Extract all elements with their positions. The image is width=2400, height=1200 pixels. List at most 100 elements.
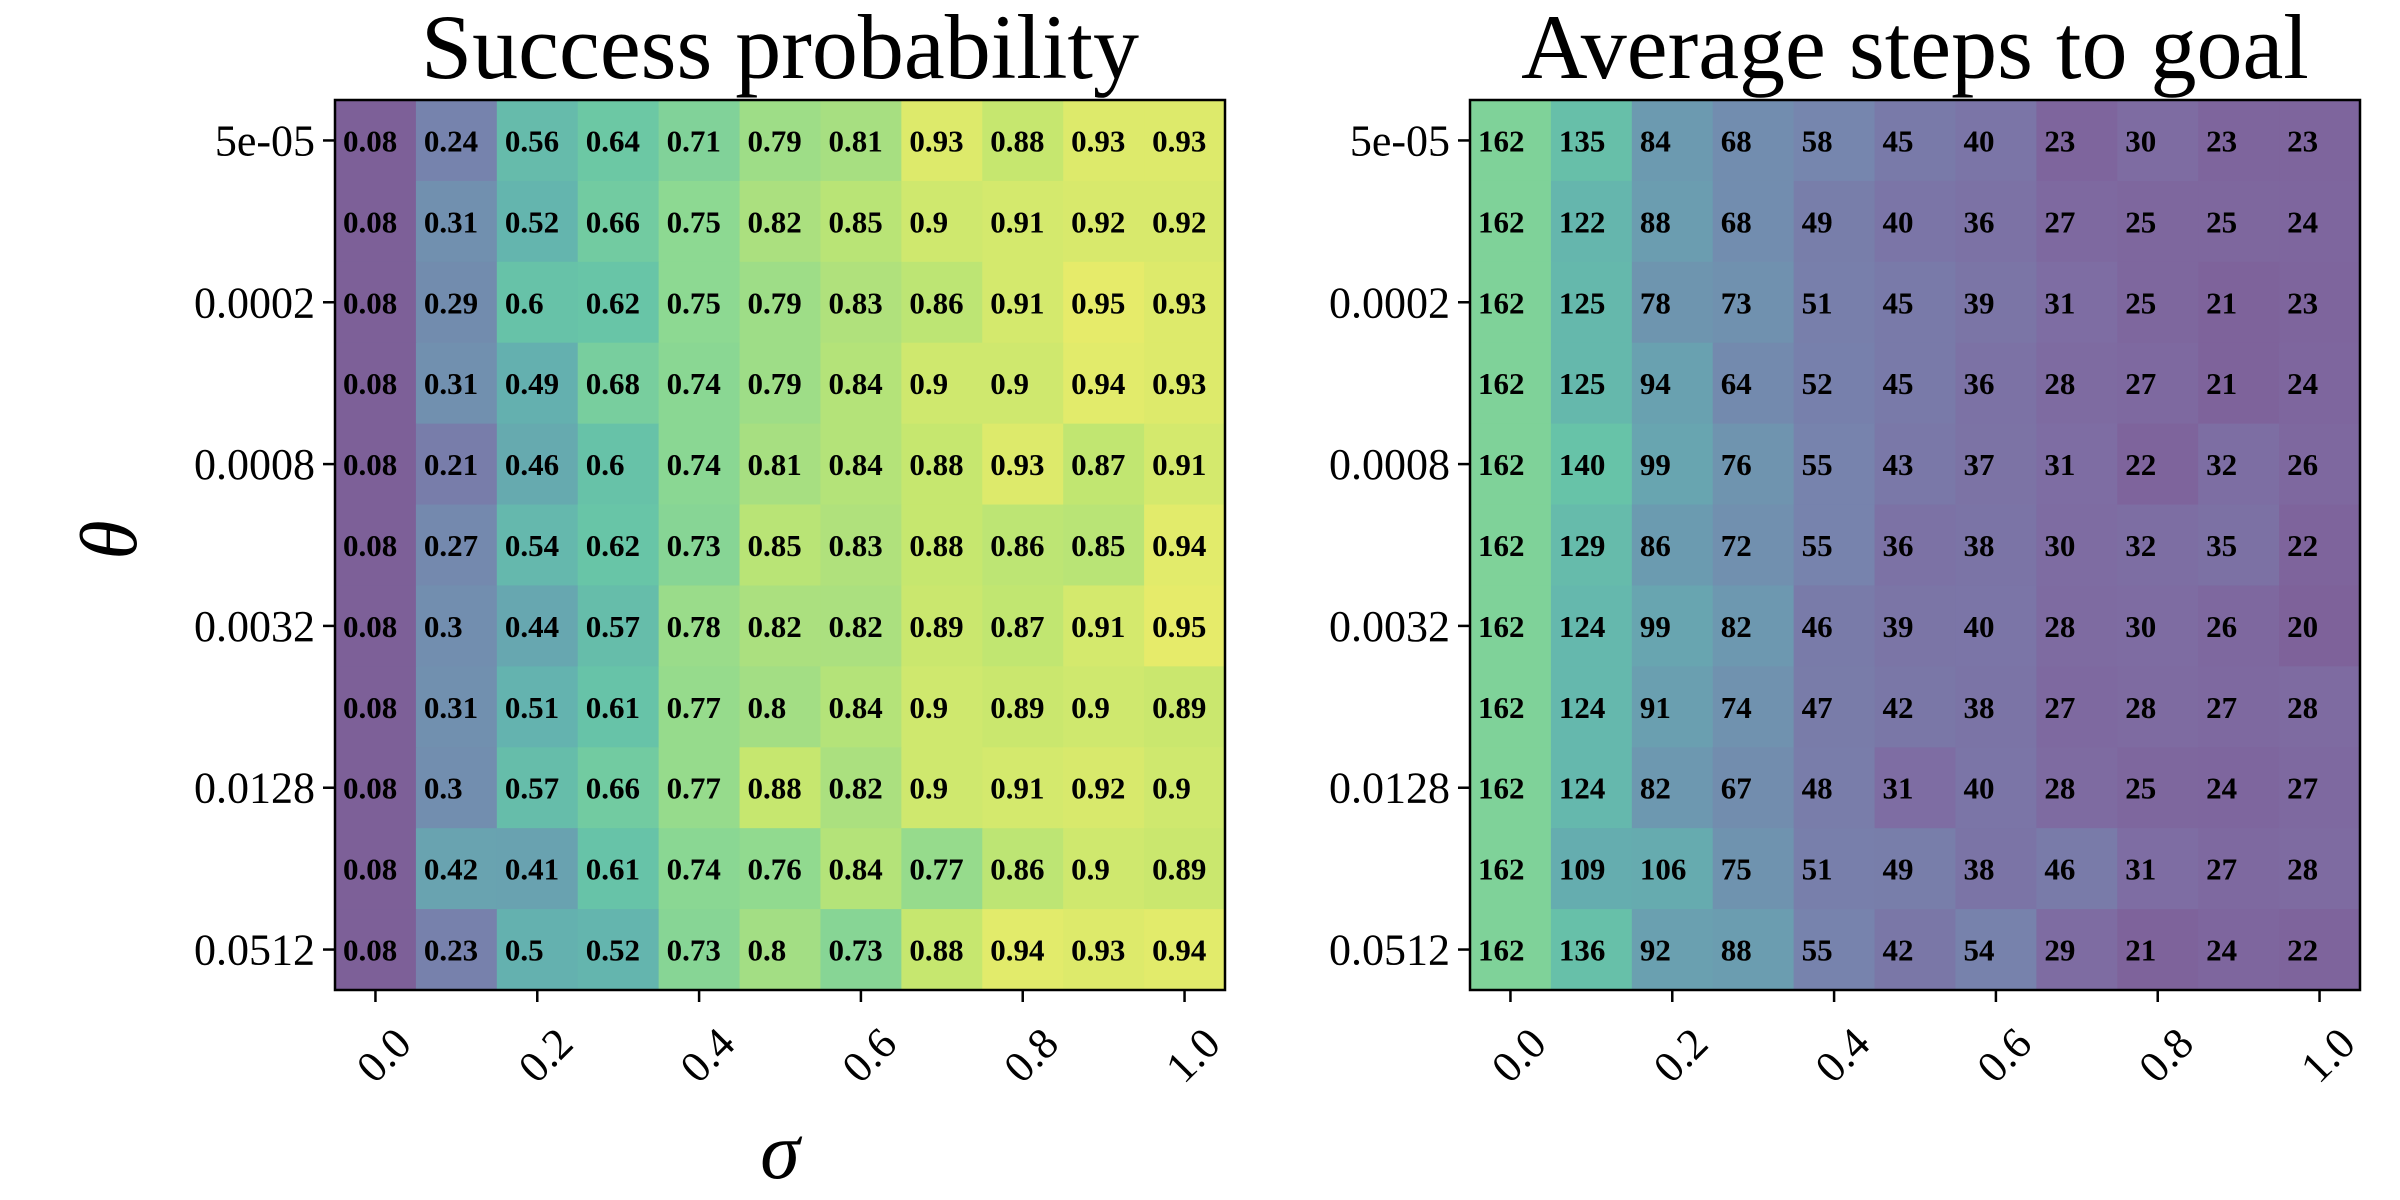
cell-value-label: 40 — [1883, 204, 1914, 239]
heatmap-cell — [982, 747, 1064, 829]
heatmap-cell — [2198, 342, 2280, 425]
heatmap-cell — [1793, 423, 1876, 506]
heatmap-cell — [1955, 100, 2037, 182]
cell-value-label: 162 — [1478, 852, 1525, 887]
heatmap-cell — [2117, 100, 2199, 182]
heatmap-cell — [1550, 261, 1633, 344]
heatmap-cell — [1631, 180, 1714, 263]
cell-value-label: 58 — [1802, 123, 1833, 158]
cell-value-label: 25 — [2206, 204, 2237, 239]
cell-value-label: 28 — [2044, 609, 2075, 644]
cell-value-label: 86 — [1640, 528, 1671, 563]
heatmap-cell — [335, 423, 417, 506]
heatmap-cell — [2117, 585, 2199, 667]
cell-value-label: 75 — [1721, 852, 1752, 887]
cell-value-label: 0.93 — [1152, 285, 1206, 320]
heatmap-cell — [658, 100, 741, 182]
cell-value-label: 0.08 — [343, 447, 397, 482]
cell-value-label: 49 — [1883, 852, 1914, 887]
cell-value-label: 40 — [1963, 609, 1994, 644]
heatmap-cell — [577, 100, 660, 182]
cell-value-label: 39 — [1963, 285, 1994, 320]
cell-value-label: 0.81 — [748, 447, 802, 482]
heatmap-cell — [1470, 666, 1552, 748]
cell-value-label: 0.08 — [343, 933, 397, 968]
cell-value-label: 0.82 — [748, 609, 802, 644]
heatmap-cell — [2117, 909, 2199, 991]
heatmap-cell — [1144, 342, 1226, 425]
cell-value-label: 0.94 — [1152, 528, 1206, 563]
cell-value-label: 0.85 — [828, 204, 882, 239]
cell-value-label: 0.91 — [1152, 447, 1206, 482]
heatmap-cell — [1874, 423, 1957, 506]
heatmap-cell — [901, 100, 983, 182]
cell-value-label: 28 — [2044, 366, 2075, 401]
y-axis-ticks: 5e-05 0.0002 0.0008 0.0032 0.0128 0.0512 — [194, 116, 335, 975]
cell-value-label: 0.9 — [909, 204, 948, 239]
cell-value-label: 55 — [1802, 933, 1833, 968]
heatmap-cell — [415, 504, 498, 587]
cell-value-label: 0.89 — [1152, 690, 1206, 725]
x-tick-label: 0.8 — [2129, 1018, 2203, 1092]
heatmap-cell — [901, 747, 983, 829]
cell-value-label: 0.94 — [990, 933, 1044, 968]
cell-value-label: 122 — [1559, 204, 1606, 239]
cell-value-label: 67 — [1721, 771, 1752, 806]
cell-value-label: 38 — [1963, 690, 1994, 725]
heatmap-cell — [577, 423, 660, 506]
heatmap-cell — [415, 666, 498, 748]
heatmap-cell — [1470, 423, 1552, 506]
heatmap-cell — [1712, 423, 1795, 506]
heatmap-cell — [1955, 828, 2037, 910]
heatmap-cell — [1874, 828, 1957, 910]
heatmap-cell — [577, 747, 660, 829]
heatmap-cell — [1793, 666, 1876, 748]
heatmap-cell — [2036, 180, 2118, 263]
cell-value-label: 40 — [1963, 771, 1994, 806]
heatmap-cell — [1793, 342, 1876, 425]
cell-value-label: 28 — [2044, 771, 2075, 806]
heatmap-cell — [1874, 909, 1957, 991]
cell-value-label: 0.29 — [424, 285, 478, 320]
x-tick-label: 1.0 — [2291, 1018, 2365, 1092]
x-tick-label: 0.4 — [1806, 1018, 1880, 1092]
cell-value-label: 162 — [1478, 204, 1525, 239]
heatmap-cell — [739, 585, 822, 667]
heatmap-cell — [415, 180, 498, 263]
heatmap-cell — [1063, 261, 1145, 344]
cell-value-label: 25 — [2125, 285, 2156, 320]
heatmap-cell — [1631, 666, 1714, 748]
cell-value-label: 0.21 — [424, 447, 478, 482]
cell-value-label: 0.08 — [343, 285, 397, 320]
heatmap-cell — [1144, 909, 1226, 991]
cell-value-label: 0.74 — [667, 447, 721, 482]
heatmap-cell — [1955, 180, 2037, 263]
heatmap-cell — [901, 666, 983, 748]
heatmap-cell — [415, 423, 498, 506]
cell-value-label: 39 — [1883, 609, 1914, 644]
heatmap-cell — [1550, 180, 1633, 263]
cell-value-label: 0.82 — [828, 609, 882, 644]
x-tick-label: 0.2 — [1644, 1018, 1718, 1092]
heatmap-cell — [1712, 909, 1795, 991]
heatmap-cell — [901, 342, 983, 425]
y-tick-label: 0.0002 — [194, 278, 315, 327]
cell-value-label: 162 — [1478, 690, 1525, 725]
x-tick-label: 0.0 — [1482, 1018, 1556, 1092]
cell-value-label: 0.73 — [667, 528, 721, 563]
cell-value-label: 0.86 — [909, 285, 963, 320]
x-tick-label: 1.0 — [1156, 1018, 1230, 1092]
cell-value-label: 30 — [2125, 123, 2156, 158]
heatmap-cell — [982, 342, 1064, 425]
y-tick-label: 5e-05 — [215, 116, 315, 165]
cell-value-label: 0.08 — [343, 123, 397, 158]
heatmap-cell — [901, 585, 983, 667]
heatmap-cell — [2036, 747, 2118, 829]
heatmap-cell — [820, 828, 902, 910]
cell-value-label: 45 — [1883, 366, 1914, 401]
cell-value-label: 0.93 — [1152, 123, 1206, 158]
heatmap-cell — [2036, 100, 2118, 182]
heatmap-cell — [820, 342, 902, 425]
cell-value-label: 0.91 — [1071, 609, 1125, 644]
cell-value-label: 76 — [1721, 447, 1752, 482]
